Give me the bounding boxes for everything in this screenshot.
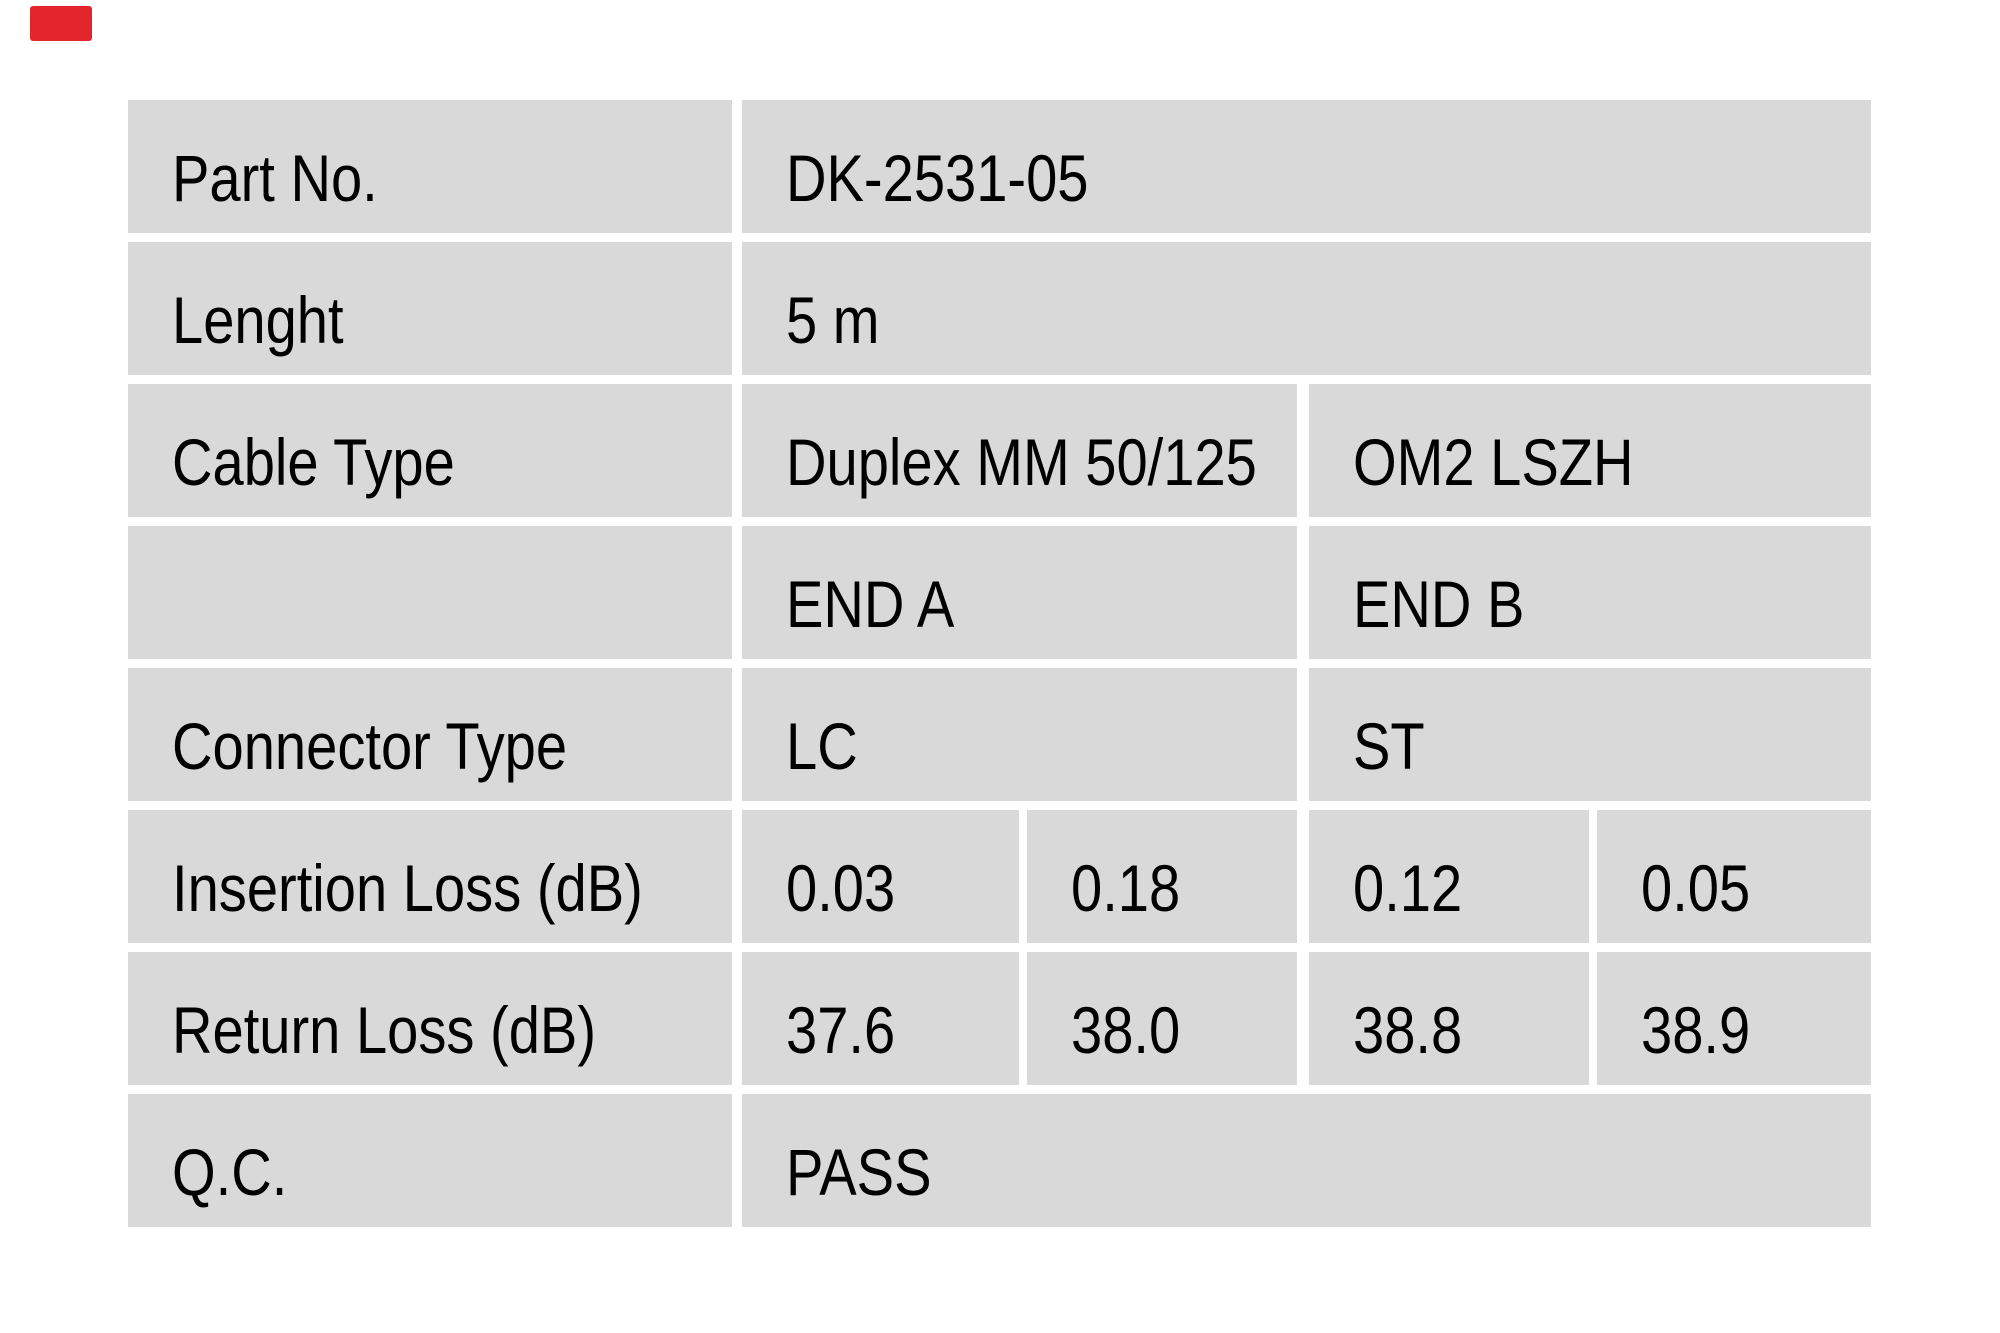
return-loss-value-cell-1: 37.6 <box>741 952 1019 1085</box>
return-loss-value-cell-2: 38.0 <box>1026 952 1297 1085</box>
return-loss-label-cell: Return Loss (dB) <box>128 952 732 1085</box>
cable-type-end-a-cell: Duplex MM 50/125 <box>741 384 1297 517</box>
length-label-cell: Lenght <box>128 242 732 375</box>
table-row-cable-type: Cable Type Duplex MM 50/125 OM2 LSZH <box>128 384 1871 517</box>
qc-value: PASS <box>785 1134 932 1209</box>
connector-type-end-b-cell: ST <box>1308 668 1871 801</box>
table-row-return-loss: Return Loss (dB) 37.6 38.0 38.8 38.9 <box>128 952 1871 1085</box>
cable-type-end-b: OM2 LSZH <box>1352 424 1634 499</box>
connector-type-label-cell: Connector Type <box>128 668 732 801</box>
empty-label-cell <box>128 526 732 659</box>
part-no-label-cell: Part No. <box>128 100 732 233</box>
table-row-insertion-loss: Insertion Loss (dB) 0.03 0.18 0.12 0.05 <box>128 810 1871 943</box>
insertion-loss-label: Insertion Loss (dB) <box>172 850 643 925</box>
insertion-loss-value-cell-2: 0.18 <box>1026 810 1297 943</box>
connector-type-end-a: LC <box>785 708 858 783</box>
cable-type-end-b-cell: OM2 LSZH <box>1308 384 1871 517</box>
insertion-loss-value-4: 0.05 <box>1640 850 1750 925</box>
table-row-length: Lenght 5 m <box>128 242 1871 375</box>
length-label: Lenght <box>172 282 344 357</box>
return-loss-value-cell-4: 38.9 <box>1596 952 1871 1085</box>
return-loss-value-cell-3: 38.8 <box>1308 952 1589 1085</box>
qc-value-cell: PASS <box>741 1094 1871 1227</box>
return-loss-value-2: 38.0 <box>1070 992 1180 1067</box>
end-b-header-cell: END B <box>1308 526 1871 659</box>
cable-type-end-a: Duplex MM 50/125 <box>785 424 1257 499</box>
length-value: 5 m <box>785 282 880 357</box>
table-row-qc: Q.C. PASS <box>128 1094 1871 1227</box>
insertion-loss-value-cell-4: 0.05 <box>1596 810 1871 943</box>
insertion-loss-value-1: 0.03 <box>785 850 895 925</box>
cable-type-label: Cable Type <box>172 424 455 499</box>
return-loss-value-4: 38.9 <box>1640 992 1750 1067</box>
table-row-end-headers: END A END B <box>128 526 1871 659</box>
return-loss-value-3: 38.8 <box>1352 992 1462 1067</box>
length-value-cell: 5 m <box>741 242 1871 375</box>
end-a-header: END A <box>785 566 954 641</box>
return-loss-value-1: 37.6 <box>785 992 895 1067</box>
part-no-label: Part No. <box>172 140 378 215</box>
connector-type-end-a-cell: LC <box>741 668 1297 801</box>
cable-type-label-cell: Cable Type <box>128 384 732 517</box>
insertion-loss-value-cell-3: 0.12 <box>1308 810 1589 943</box>
table-row-part-no: Part No. DK-2531-05 <box>128 100 1871 233</box>
end-b-header: END B <box>1352 566 1524 641</box>
return-loss-label: Return Loss (dB) <box>172 992 597 1067</box>
insertion-loss-value-3: 0.12 <box>1352 850 1462 925</box>
red-logo-mark <box>30 6 92 41</box>
table-row-connector-type: Connector Type LC ST <box>128 668 1871 801</box>
spec-table: Part No. DK-2531-05 Lenght 5 m Cable Typ… <box>128 100 1871 1236</box>
connector-type-end-b: ST <box>1352 708 1425 783</box>
insertion-loss-label-cell: Insertion Loss (dB) <box>128 810 732 943</box>
part-no-value-cell: DK-2531-05 <box>741 100 1871 233</box>
connector-type-label: Connector Type <box>172 708 568 783</box>
qc-label-cell: Q.C. <box>128 1094 732 1227</box>
end-a-header-cell: END A <box>741 526 1297 659</box>
insertion-loss-value-2: 0.18 <box>1070 850 1180 925</box>
qc-label: Q.C. <box>172 1134 288 1209</box>
insertion-loss-value-cell-1: 0.03 <box>741 810 1019 943</box>
part-no-value: DK-2531-05 <box>785 140 1089 215</box>
